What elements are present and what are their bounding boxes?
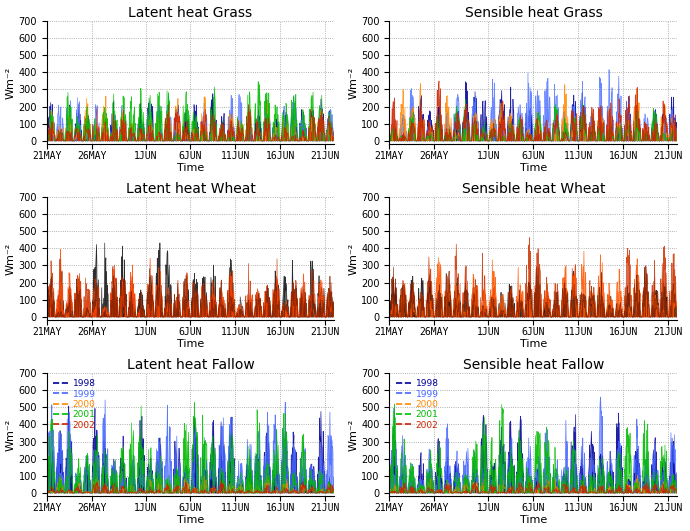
Title: Sensible heat Wheat: Sensible heat Wheat: [462, 182, 605, 195]
Title: Sensible heat Fallow: Sensible heat Fallow: [463, 358, 604, 372]
Y-axis label: Wm⁻²: Wm⁻²: [348, 243, 359, 275]
Y-axis label: Wm⁻²: Wm⁻²: [348, 66, 359, 99]
Legend: 1998, 1999, 2000, 2001, 2002: 1998, 1999, 2000, 2001, 2002: [51, 378, 97, 431]
Title: Sensible heat Grass: Sensible heat Grass: [464, 5, 602, 20]
Legend: 1998, 1999, 2000, 2001, 2002: 1998, 1999, 2000, 2001, 2002: [394, 378, 440, 431]
Y-axis label: Wm⁻²: Wm⁻²: [6, 66, 16, 99]
X-axis label: Time: Time: [177, 164, 204, 173]
X-axis label: Time: Time: [520, 339, 547, 349]
Y-axis label: Wm⁻²: Wm⁻²: [6, 243, 16, 275]
Title: Latent heat Wheat: Latent heat Wheat: [126, 182, 255, 195]
Y-axis label: Wm⁻²: Wm⁻²: [348, 418, 359, 451]
X-axis label: Time: Time: [177, 339, 204, 349]
X-axis label: Time: Time: [520, 516, 547, 526]
Y-axis label: Wm⁻²: Wm⁻²: [6, 418, 16, 451]
Title: Latent heat Grass: Latent heat Grass: [128, 5, 253, 20]
X-axis label: Time: Time: [177, 516, 204, 526]
X-axis label: Time: Time: [520, 164, 547, 173]
Title: Latent heat Fallow: Latent heat Fallow: [127, 358, 255, 372]
